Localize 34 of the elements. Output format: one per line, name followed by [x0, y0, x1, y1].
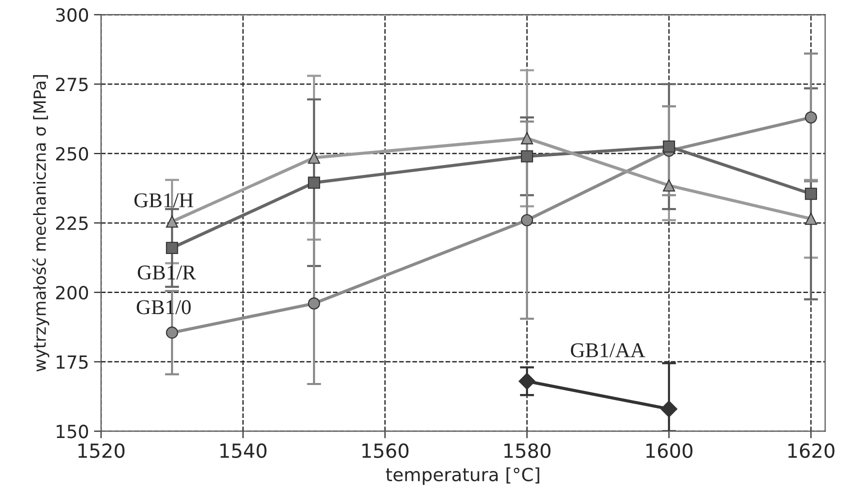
point: [662, 179, 676, 192]
point: [804, 188, 818, 200]
point: [308, 297, 320, 310]
y-tick-label: 225: [56, 216, 88, 230]
x-tick-label: 1540: [220, 443, 266, 458]
x-tick-label: 1520: [78, 443, 124, 458]
y-tick-label: 275: [56, 78, 88, 92]
point: [520, 150, 534, 162]
x-tick-label: 1600: [646, 443, 692, 458]
point: [520, 214, 534, 226]
series-label: GB1/AA: [570, 343, 646, 358]
y-tick-label: 200: [56, 286, 88, 300]
x-tick-label: 1580: [504, 443, 550, 458]
y-tick-label: 300: [56, 8, 88, 22]
x-tick-label: 1620: [788, 443, 834, 458]
point: [166, 242, 178, 254]
point: [660, 400, 678, 418]
point: [166, 215, 178, 228]
point: [662, 140, 676, 153]
y-tick-label: 175: [56, 355, 88, 369]
point: [166, 326, 178, 339]
y-tick-label: 150: [56, 424, 88, 438]
y-axis-title: wytrzymałość mechaniczna σ [MPa]: [32, 75, 50, 372]
point: [308, 152, 320, 164]
point: [520, 132, 534, 144]
y-tick-label: 250: [56, 146, 88, 161]
point: [518, 372, 536, 390]
x-tick-label: 1560: [362, 443, 408, 458]
point: [308, 176, 320, 189]
point: [804, 111, 818, 124]
series-label: GB1/0: [136, 300, 191, 314]
x-axis-title: temperatura [°C]: [386, 467, 540, 485]
point: [804, 212, 818, 225]
series-label: GB1/H: [134, 193, 194, 208]
